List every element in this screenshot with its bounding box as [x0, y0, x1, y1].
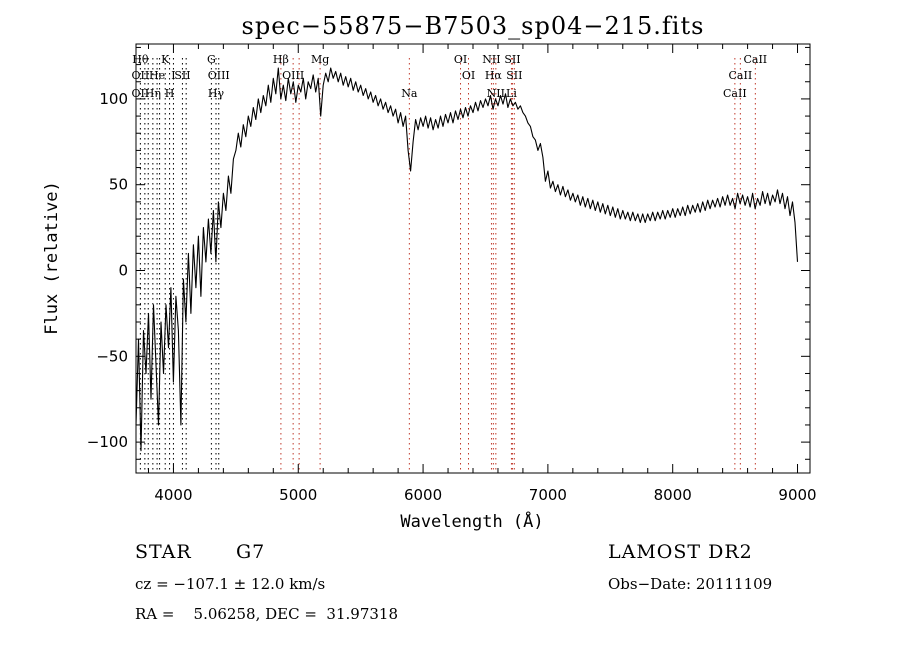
y-tick-label-50: 50: [109, 176, 128, 194]
y-tick-label--50: −50: [96, 347, 128, 365]
obs-date: Obs−Date: 20111109: [608, 575, 773, 593]
object-type: STAR: [135, 541, 192, 563]
line-label-6708-2: Li: [506, 87, 517, 100]
line-label-6563-1: Hα: [485, 69, 503, 82]
line-label-4072-1: SII: [174, 69, 190, 82]
x-axis-label: Wavelength (Å): [400, 510, 543, 532]
line-label-5890-2: Na: [401, 87, 418, 100]
chart-title: spec−55875−B7503_sp04−215.fits: [242, 12, 705, 40]
coordinates: RA = 5.06258, DEC = 31.97318: [135, 605, 398, 623]
y-tick-label--100: −100: [87, 433, 128, 451]
series-group: [135, 67, 799, 452]
x-tick-label-6000: 6000: [404, 486, 442, 504]
line-label-4341-2: Hγ: [208, 87, 225, 100]
line-label-4304-0: G: [207, 53, 216, 66]
line-label-8498-2: CaII: [723, 87, 747, 100]
line-label-8662-0: CaII: [743, 53, 767, 66]
line-label-3835-2: Hη: [145, 87, 161, 100]
plot-frame: [135, 43, 811, 474]
spectrum-line-0: [135, 67, 799, 452]
line-label-4363-1: OIII: [208, 69, 230, 82]
line-label-4959-1: OIII: [282, 69, 304, 82]
y-tick-label-0: 0: [118, 262, 128, 280]
x-tick-label-4000: 4000: [154, 486, 192, 504]
x-tick-label-9000: 9000: [778, 486, 816, 504]
line-marker-group: [139, 58, 756, 473]
line-label-3735-0: Hθ: [132, 53, 149, 66]
redshift-readout: cz = −107.1 ± 12.0 km/s: [135, 575, 326, 593]
line-label-3934-0: K: [161, 53, 170, 66]
y-tick-label-100: 100: [99, 90, 128, 108]
x-tick-label-7000: 7000: [529, 486, 567, 504]
line-label-5175-0: Mg: [311, 53, 329, 66]
line-label-3969-2: H: [165, 87, 175, 100]
line-label-6548-0: NII: [482, 53, 500, 66]
line-label-6364-1: OI: [462, 69, 475, 82]
x-tick-label-5000: 5000: [279, 486, 317, 504]
x-tick-label-8000: 8000: [654, 486, 692, 504]
y-axis-label: Flux (relative): [42, 181, 62, 335]
line-label-3869-1: He: [149, 69, 165, 82]
line-label-3735-1: OII: [132, 69, 150, 82]
survey-name: LAMOST DR2: [608, 541, 753, 563]
axes-group: 4000 5000 6000 7000 8000 9000 −100 −50 0 50 100: [87, 43, 817, 504]
line-label-6731-1: SII: [506, 69, 522, 82]
subclass: G7: [236, 541, 266, 563]
line-label-group: HθOIIOIIHηHeKHISIIGHγOIIIHβOIIIMgNaOIOIN…: [132, 53, 768, 100]
line-label-4000-1: I: [171, 69, 175, 82]
line-label-6300-0: OI: [454, 53, 467, 66]
line-label-8542-1: CaII: [729, 69, 753, 82]
line-label-4861-0: Hβ: [273, 53, 289, 66]
line-label-6716-0: SII: [504, 53, 520, 66]
